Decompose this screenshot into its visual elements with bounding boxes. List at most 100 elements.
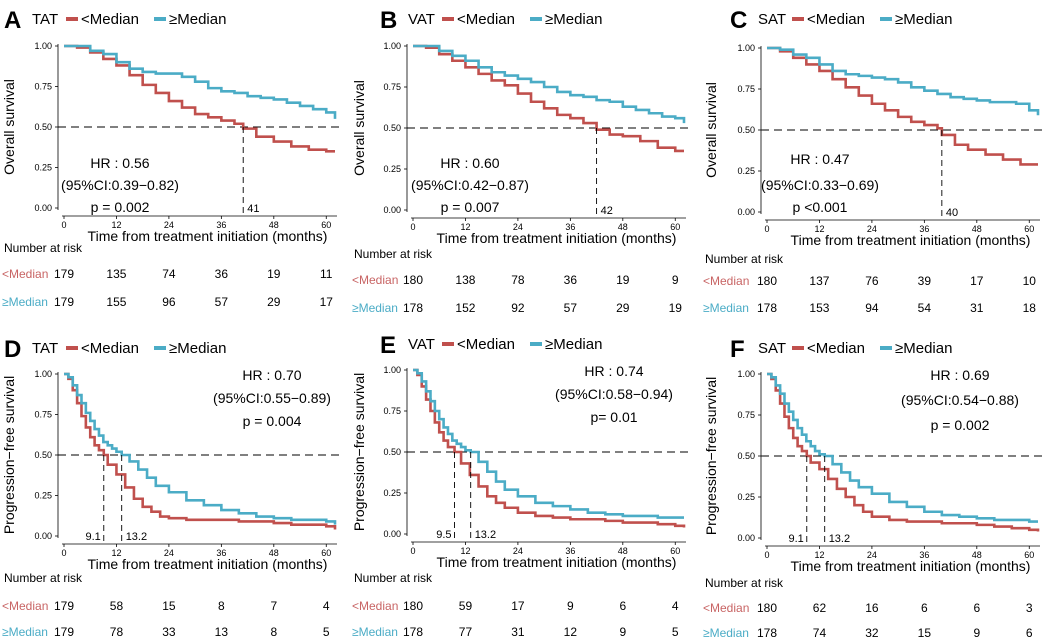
risk-count: 96 (162, 295, 176, 309)
y-tick-label: 0.00 (383, 529, 401, 539)
risk-count: 15 (918, 626, 932, 640)
legend-label-above: ≥Median (895, 11, 952, 28)
x-tick-label: 0 (61, 548, 66, 558)
risk-count: 6 (973, 601, 980, 615)
x-tick-label: 0 (764, 224, 769, 234)
median-value-label: 9.1 (85, 531, 100, 543)
median-value-label: 9.1 (788, 533, 803, 545)
y-tick-label: 0.75 (737, 410, 755, 420)
risk-count: 178 (403, 625, 423, 639)
survival-curve-below (413, 44, 684, 153)
risk-count: 8 (270, 625, 277, 639)
risk-count: 3 (1026, 601, 1033, 615)
x-tick-label: 36 (919, 224, 929, 234)
risk-count: 77 (459, 625, 473, 639)
x-tick-label: 60 (1024, 224, 1034, 234)
risk-count: 16 (865, 601, 879, 615)
x-tick-label: 60 (1024, 550, 1034, 560)
risk-count: 54 (918, 301, 932, 315)
y-tick-label: 1.00 (737, 43, 755, 53)
risk-count: 9 (672, 273, 679, 287)
x-tick-label: 12 (460, 222, 470, 232)
y-tick-label: 0.75 (383, 406, 401, 416)
x-tick-label: 12 (111, 548, 121, 558)
x-tick-label: 0 (61, 220, 66, 230)
risk-count: 57 (215, 295, 229, 309)
x-tick-label: 60 (321, 548, 331, 558)
x-tick-label: 60 (670, 546, 680, 556)
risk-count: 59 (459, 599, 473, 613)
risk-table-title: Number at risk (354, 247, 433, 261)
y-tick-label: 0.00 (34, 203, 52, 213)
y-tick-label: 0.00 (737, 533, 755, 543)
risk-count: 15 (162, 599, 176, 613)
x-tick-label: 48 (269, 220, 279, 230)
risk-table-title: Number at risk (354, 571, 433, 585)
risk-count: 58 (110, 599, 124, 613)
legend-label-below: <Median (807, 340, 865, 357)
hr-annotation: HR : 0.70 (242, 367, 301, 383)
risk-count: 178 (757, 301, 777, 315)
hr-annotation: HR : 0.69 (930, 367, 989, 383)
risk-count: 5 (672, 625, 679, 639)
panel-e: E VAT <Median ≥Median 0.00 0.25 0.50 0.75 1.00 0 1… (351, 332, 690, 639)
risk-table-title: Number at risk (705, 252, 784, 266)
risk-count: 138 (455, 273, 475, 287)
panel-group-label: SAT (758, 11, 786, 28)
risk-count: 92 (511, 301, 525, 315)
risk-row-label-below: <Median (703, 274, 749, 288)
x-tick-label: 24 (867, 550, 877, 560)
y-tick-label: 0.50 (737, 451, 755, 461)
panel-group-label: TAT (32, 11, 58, 28)
risk-row-label-above: ≥Median (352, 625, 398, 639)
x-axis-label: Time from treatment initiation (months) (437, 554, 677, 570)
y-tick-label: 0.50 (34, 450, 52, 460)
risk-count: 31 (511, 625, 525, 639)
y-tick-label: 0.75 (34, 410, 52, 420)
y-tick-label: 0.00 (34, 531, 52, 541)
risk-count: 74 (813, 626, 827, 640)
panel-b: B VAT <Median ≥Median 0.00 0.25 0.50 0.75 1.00 0 1… (351, 7, 690, 315)
x-tick-label: 36 (216, 220, 226, 230)
x-axis-label: Time from treatment initiation (months) (437, 230, 677, 246)
x-axis-label: Time from treatment initiation (months) (791, 558, 1031, 574)
risk-row-label-above: ≥Median (2, 625, 48, 639)
median-value-label: 40 (946, 207, 958, 219)
hr-annotation: (95%CI:0.39−0.82) (61, 177, 179, 193)
risk-count: 78 (110, 625, 124, 639)
risk-count: 19 (267, 267, 281, 281)
risk-count: 29 (267, 295, 281, 309)
hr-annotation: p = 0.007 (441, 199, 500, 215)
risk-count: 179 (54, 599, 74, 613)
risk-count: 178 (757, 626, 777, 640)
risk-count: 8 (218, 599, 225, 613)
panel-group-label: VAT (408, 11, 435, 28)
risk-count: 19 (616, 273, 630, 287)
x-tick-label: 36 (565, 546, 575, 556)
hr-annotation: HR : 0.60 (440, 155, 499, 171)
hr-annotation: p <0.001 (793, 199, 848, 215)
y-tick-label: 0.25 (383, 164, 401, 174)
y-tick-label: 0.00 (383, 205, 401, 215)
x-tick-label: 24 (164, 548, 174, 558)
legend-label-below: <Median (457, 11, 515, 28)
y-tick-label: 0.75 (737, 84, 755, 94)
risk-count: 74 (162, 267, 176, 281)
survival-curve-above (767, 372, 1038, 523)
x-tick-label: 24 (164, 220, 174, 230)
risk-row-label-above: ≥Median (703, 626, 749, 640)
x-tick-label: 24 (513, 546, 523, 556)
x-tick-label: 36 (565, 222, 575, 232)
hr-annotation: p = 0.002 (931, 417, 990, 433)
y-tick-label: 0.75 (34, 82, 52, 92)
x-tick-label: 12 (460, 546, 470, 556)
x-tick-label: 48 (972, 224, 982, 234)
risk-count: 10 (1023, 274, 1037, 288)
risk-row-label-below: <Median (352, 273, 398, 287)
risk-count: 178 (403, 301, 423, 315)
y-axis-label: Overall survival (1, 79, 17, 175)
panel-c: C SAT <Median ≥Median 0.00 0.25 0.50 0.75 1.00 0 1… (703, 7, 1044, 315)
y-tick-label: 0.00 (737, 207, 755, 217)
risk-count: 179 (54, 625, 74, 639)
risk-count: 19 (669, 301, 683, 315)
